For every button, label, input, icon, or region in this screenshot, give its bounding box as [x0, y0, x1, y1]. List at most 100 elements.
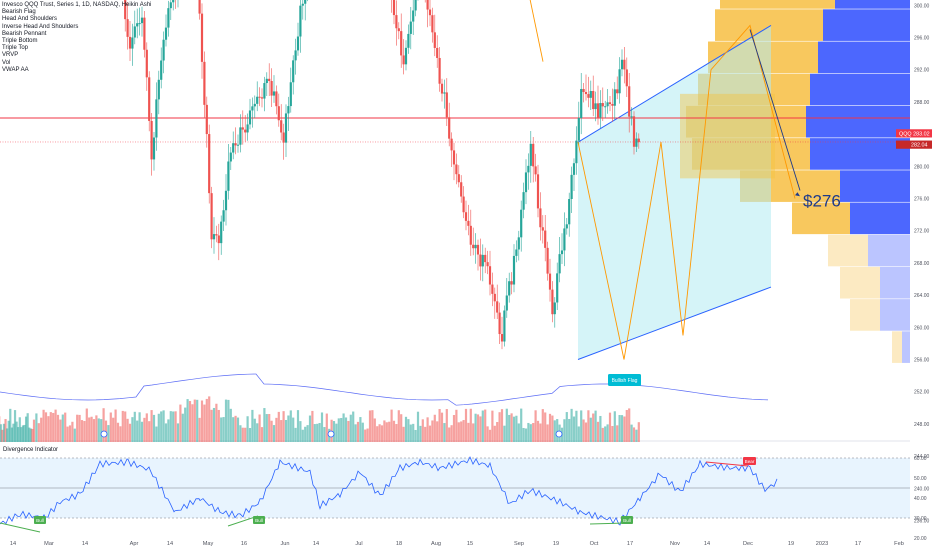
volume-bar — [306, 425, 309, 442]
candle-body — [628, 86, 631, 117]
volume-bar — [356, 421, 360, 442]
volume-ma-line — [0, 373, 769, 406]
volume-bar — [460, 421, 463, 442]
candle-body — [445, 92, 448, 118]
volume-bar — [282, 411, 285, 442]
price-tag-symbol-text: QQQ 283.02 — [899, 131, 930, 137]
candle-body — [251, 106, 254, 111]
candle-body — [299, 5, 302, 37]
candle-body — [563, 228, 566, 251]
candle-body — [304, 0, 307, 4]
volume-bar — [563, 419, 566, 442]
legend-study[interactable]: Head And Shoulders — [2, 16, 58, 23]
candle-body — [491, 284, 494, 294]
indicator-title[interactable]: Divergence Indicator — [3, 447, 59, 453]
volume-bar — [608, 412, 612, 442]
candle-body — [517, 237, 520, 250]
volume-bar — [332, 421, 336, 442]
time-tick-label: Jun — [280, 541, 289, 547]
volume-bar — [17, 427, 20, 442]
time-tick-label: 2023 — [816, 541, 828, 547]
volume-bar — [80, 420, 84, 442]
candle-body — [217, 235, 220, 244]
candle-body — [541, 227, 544, 231]
price-tick-label: 244.00 — [914, 454, 930, 460]
candle-body — [527, 165, 530, 173]
volume-bar — [340, 418, 343, 442]
volume-bar — [9, 408, 12, 442]
volume-bar — [493, 425, 496, 442]
volume-bar — [208, 396, 211, 442]
price-tick-label: 272.00 — [914, 229, 930, 235]
legend-study[interactable]: VRVP — [2, 52, 19, 59]
bear-divergence-line — [705, 461, 749, 467]
volume-bar — [606, 424, 609, 442]
candle-body — [426, 0, 429, 10]
time-tick-label: 15 — [467, 541, 473, 547]
time-tick-label: 19 — [788, 541, 794, 547]
candle-body — [212, 234, 216, 240]
volume-bar — [498, 412, 501, 442]
candle-body — [551, 289, 554, 315]
legend-study[interactable]: Bearish Flag — [2, 9, 36, 16]
volume-bar — [589, 417, 592, 442]
candle-body — [488, 266, 492, 285]
volume-bar — [280, 420, 283, 442]
volume-bar — [428, 425, 432, 442]
volume-bar — [258, 414, 261, 442]
vp-bar-down — [818, 41, 910, 74]
legend-study[interactable]: Inverse Head And Shoulders — [2, 23, 79, 30]
vp-bar-down — [880, 299, 910, 331]
volume-bar — [128, 423, 132, 442]
volume-bar — [467, 422, 470, 442]
volume-bar — [512, 416, 516, 442]
volume-bar — [248, 428, 252, 442]
volume-bar — [90, 416, 93, 442]
candle-body — [436, 47, 439, 58]
legend-study[interactable]: Triple Top — [2, 45, 29, 52]
candle-body — [409, 21, 412, 34]
candle-body — [536, 174, 540, 209]
volume-bar — [85, 408, 88, 442]
legend-study[interactable]: Vol — [2, 59, 11, 66]
volume-bar — [496, 422, 499, 442]
candle-body — [637, 138, 640, 143]
legend-study[interactable]: Bearish Pennant — [2, 30, 47, 37]
candle-body — [450, 138, 453, 151]
vp-bar-down — [806, 105, 910, 138]
candle-body — [431, 15, 434, 33]
dividend-marker — [555, 430, 563, 438]
candle-body — [438, 57, 441, 84]
legend-study[interactable]: VWAP AA — [2, 66, 29, 73]
volume-bar — [239, 425, 242, 442]
volume-bar — [323, 427, 326, 442]
volume-bar — [196, 399, 199, 442]
volume-bar — [419, 425, 422, 442]
volume-bar — [536, 420, 540, 442]
volume-bar — [184, 407, 187, 442]
volume-bar — [220, 417, 223, 442]
volume-bar — [352, 411, 355, 442]
volume-bar — [481, 410, 484, 442]
candle-body — [606, 102, 609, 107]
candle-body — [404, 47, 408, 65]
legend-title[interactable]: Invesco QQQ Trust, Series 1, 1D, NASDAQ,… — [2, 2, 152, 8]
time-tick-label: 14 — [82, 541, 88, 547]
volume-bar — [469, 408, 472, 442]
legend-study[interactable]: Triple Bottom — [2, 38, 38, 45]
candle-body — [496, 301, 499, 313]
candle-body — [616, 89, 619, 94]
volume-bar — [92, 419, 96, 442]
time-tick-label: Feb — [894, 541, 904, 547]
volume-bar — [570, 408, 573, 442]
pattern-label: Bullish Flag — [612, 378, 638, 384]
candle-body — [532, 143, 535, 167]
volume-bar — [188, 401, 192, 442]
volume-bar — [354, 424, 357, 442]
time-tick-label: 17 — [627, 541, 633, 547]
candle-body — [268, 78, 271, 82]
volume-bar — [150, 410, 153, 442]
target-arrow-line — [749, 29, 801, 191]
